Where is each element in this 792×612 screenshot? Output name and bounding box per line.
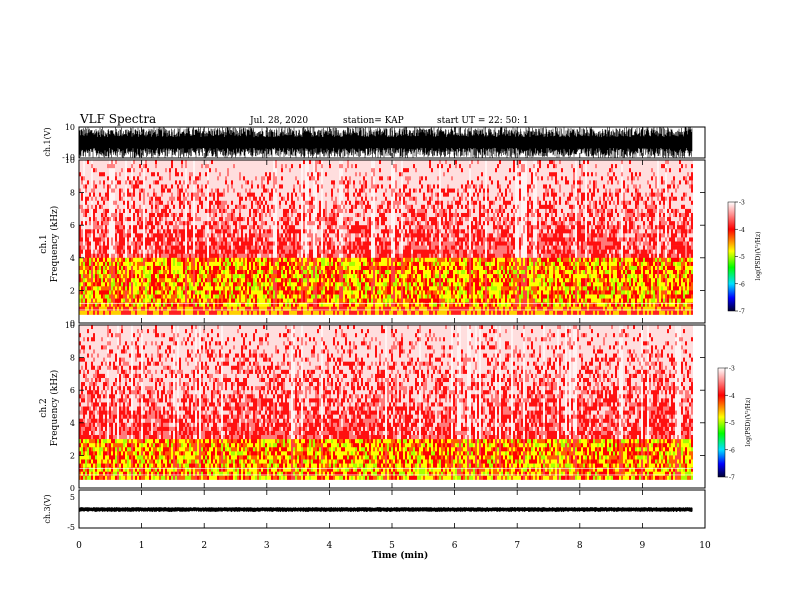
time-tick-label: 0 xyxy=(76,541,82,551)
time-tick-label: 1 xyxy=(139,541,145,551)
ch1-colorbar-label: log(PSD)(V²/Hz) xyxy=(755,232,762,281)
ch2-colorbar-tick-label: -5 xyxy=(729,420,735,427)
ch1-spectrogram-ytick-label: 8 xyxy=(70,189,75,198)
ch2-spectrogram-ylabel-channel: ch.2 xyxy=(39,398,49,417)
time-tick-label: 2 xyxy=(201,541,207,551)
ch2-spectrogram-ytick-label: 2 xyxy=(70,451,75,460)
date-label: Jul. 28, 2020 xyxy=(249,116,308,126)
ch2-spectrogram-ytick-label: 6 xyxy=(70,386,75,395)
ch1-spectrogram-image xyxy=(79,160,705,323)
time-tick-label: 6 xyxy=(452,541,458,551)
ch3-waveform-line xyxy=(79,507,692,512)
ch1-spectrogram-ytick-label: 6 xyxy=(70,221,75,230)
ch2-spectrogram-ytick-label: 0 xyxy=(70,484,75,493)
ch1-colorbar-tick-label: -3 xyxy=(739,200,745,207)
ch1-spectrogram-ytick-label: 4 xyxy=(70,254,75,263)
ch3-waveform-panel: 5 -5 ch.3(V) xyxy=(43,490,705,532)
ch1-colorbar-tick-label: -4 xyxy=(739,227,745,234)
ch2-spectrogram-ylabel-frequency: Frequency (kHz) xyxy=(49,370,60,447)
ch2-colorbar-tick-label: -6 xyxy=(729,447,735,454)
ch3-waveform-trace xyxy=(79,507,692,512)
ch2-colorbar-label: log(PSD)(V²/Hz) xyxy=(745,398,752,447)
ch1-colorbar-tick-label: -5 xyxy=(739,254,745,261)
ch1-spectrogram-ytick-label: 2 xyxy=(70,286,75,295)
ch2-spectrogram-image xyxy=(79,325,705,488)
start-ut-label: start UT = 22: 50: 1 xyxy=(437,116,529,126)
ch2-colorbar-gradient xyxy=(718,368,725,477)
time-tick-label: 7 xyxy=(514,541,520,551)
figure-title: VLF Spectra xyxy=(79,112,156,126)
ch2-spectrogram-ytick-label: 10 xyxy=(65,321,75,330)
ch2-colorbar-tick-label: -7 xyxy=(729,475,735,482)
ch1-colorbar-tick-label: -6 xyxy=(739,281,745,288)
time-tick-label: 9 xyxy=(640,541,646,551)
ch1-spectrogram-ylabel-frequency: Frequency (kHz) xyxy=(49,206,60,283)
time-tick-label: 8 xyxy=(577,541,583,551)
ch1-colorbar-tick-label: -7 xyxy=(739,309,745,316)
ch1-waveform-panel: 10 -10 ch.1(V) xyxy=(43,123,705,162)
time-tick-label: 3 xyxy=(264,541,270,551)
ch2-colorbar-tick-label: -4 xyxy=(729,393,735,400)
ch1-spectrogram-ylabel-channel: ch.1 xyxy=(39,234,49,253)
time-tick-label: 4 xyxy=(327,541,333,551)
ch1-waveform-ylabel: ch.1(V) xyxy=(43,127,52,156)
ch1-colorbar-gradient xyxy=(728,202,735,311)
ch3-ytick-bottom: -5 xyxy=(67,523,75,532)
time-tick-label: 10 xyxy=(699,541,711,551)
ch3-ytick-top: 5 xyxy=(70,493,75,502)
vlf-figure: VLF Spectra Jul. 28, 2020 station= KAP s… xyxy=(0,0,792,612)
ch2-spectrogram-ytick-label: 4 xyxy=(70,419,75,428)
ch2-spectrogram-ytick-label: 8 xyxy=(70,354,75,363)
ch2-colorbar-tick-label: -3 xyxy=(729,366,735,373)
time-tick-label: 5 xyxy=(389,541,395,551)
ch1-ytick-top: 10 xyxy=(65,123,75,132)
ch1-spectrogram-ytick-label: 10 xyxy=(65,156,75,165)
ch1-colorbar: -3 -4 -5 -6 -7 log(PSD)(V²/Hz) xyxy=(728,200,762,316)
ch2-colorbar: -3 -4 -5 -6 -7 log(PSD)(V²/Hz) xyxy=(718,366,752,482)
ch3-waveform-ylabel: ch.3(V) xyxy=(43,494,52,523)
ch2-spectrogram-panel: 0 2 4 6 8 10 ch.2 Frequency (kHz) xyxy=(39,321,705,493)
time-axis-label: Time (min) xyxy=(372,550,429,561)
station-label: station= KAP xyxy=(343,116,404,126)
